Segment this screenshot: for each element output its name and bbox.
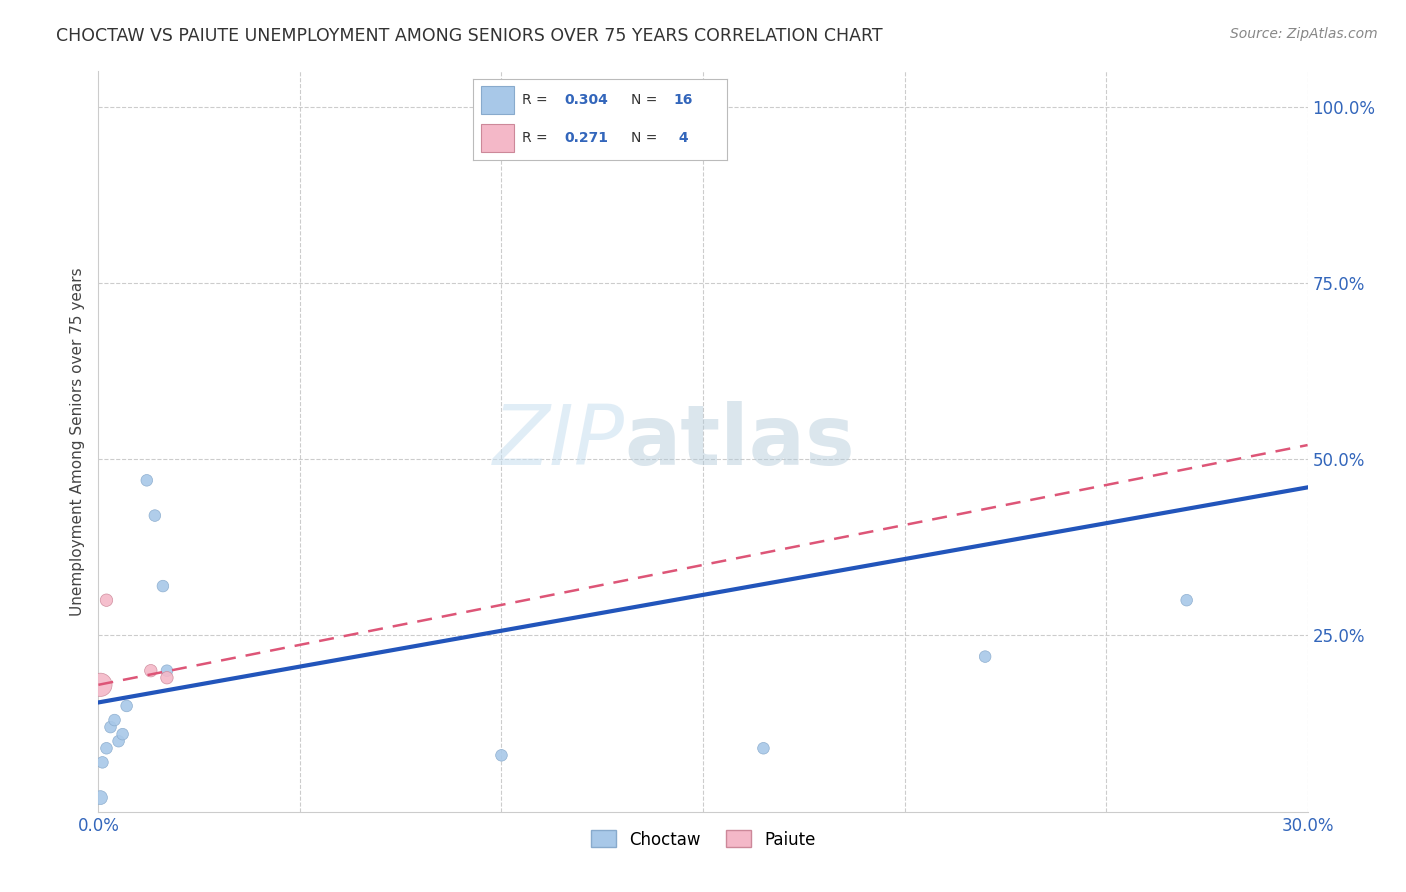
- Point: [156, 671, 179, 685]
- Point: [139, 664, 162, 678]
- Point: [96, 741, 118, 756]
- Legend: Choctaw, Paiute: Choctaw, Paiute: [583, 823, 823, 855]
- Point: [156, 664, 179, 678]
- Point: [100, 720, 122, 734]
- Point: [111, 727, 134, 741]
- Text: ZIP: ZIP: [492, 401, 624, 482]
- Point: [91, 756, 114, 770]
- Point: [107, 734, 129, 748]
- Text: CHOCTAW VS PAIUTE UNEMPLOYMENT AMONG SENIORS OVER 75 YEARS CORRELATION CHART: CHOCTAW VS PAIUTE UNEMPLOYMENT AMONG SEN…: [56, 27, 883, 45]
- Point: [974, 649, 997, 664]
- Point: [89, 678, 111, 692]
- Point: [103, 713, 125, 727]
- Point: [152, 579, 174, 593]
- Point: [89, 790, 111, 805]
- Point: [491, 748, 513, 763]
- Y-axis label: Unemployment Among Seniors over 75 years: Unemployment Among Seniors over 75 years: [69, 268, 84, 615]
- Point: [1175, 593, 1198, 607]
- Point: [752, 741, 775, 756]
- Point: [143, 508, 166, 523]
- Point: [135, 473, 157, 487]
- Text: atlas: atlas: [624, 401, 855, 482]
- Point: [96, 593, 118, 607]
- Text: Source: ZipAtlas.com: Source: ZipAtlas.com: [1230, 27, 1378, 41]
- Point: [115, 698, 138, 713]
